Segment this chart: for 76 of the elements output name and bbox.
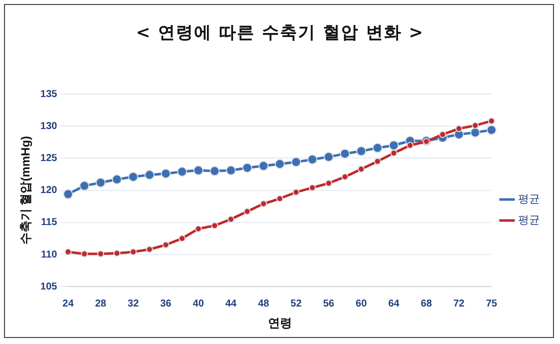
point — [422, 138, 430, 146]
point — [160, 168, 171, 179]
x-axis-title: 연령 — [268, 316, 292, 330]
point — [486, 124, 496, 135]
point — [406, 142, 414, 149]
x-tick-label: 32 — [128, 298, 140, 310]
x-tick-label: 72 — [453, 298, 465, 310]
x-tick-label: 52 — [290, 298, 302, 310]
x-tick-label: 36 — [160, 298, 172, 310]
y-tick-label: 125 — [40, 152, 58, 164]
point — [244, 208, 251, 215]
point — [274, 158, 285, 169]
point — [325, 180, 332, 187]
point — [372, 142, 383, 153]
point — [292, 188, 300, 196]
point — [291, 157, 302, 168]
y-tick-label: 105 — [40, 281, 58, 292]
x-tick-label: 56 — [323, 298, 335, 310]
point — [144, 170, 155, 180]
point — [390, 150, 398, 157]
point — [340, 148, 350, 159]
point — [488, 117, 495, 124]
point — [97, 250, 104, 258]
point — [178, 234, 186, 242]
point — [470, 128, 480, 138]
point — [227, 216, 234, 223]
point — [307, 154, 318, 164]
legend-label: 평균 — [518, 214, 540, 227]
point — [356, 146, 366, 156]
y-tick-label: 115 — [40, 217, 58, 228]
point — [455, 125, 462, 132]
x-tick-label: 75 — [486, 298, 498, 310]
point — [63, 189, 74, 200]
point — [113, 250, 120, 257]
point — [64, 248, 72, 256]
x-tick-label: 64 — [388, 298, 400, 310]
y-axis-title: 수축기 혈압(mmHg) — [18, 136, 33, 245]
chart-title: < 연령에 따른 수축기 혈압 변화 > — [135, 22, 425, 44]
point — [472, 122, 479, 129]
point — [128, 172, 138, 182]
x-tick-label: 40 — [192, 298, 204, 310]
point — [193, 165, 204, 176]
legend-label: 평균 — [518, 194, 540, 206]
point — [276, 195, 284, 202]
point — [260, 200, 268, 208]
point — [112, 174, 122, 184]
point — [374, 158, 382, 165]
point — [439, 130, 446, 138]
point — [80, 250, 88, 258]
point — [258, 160, 269, 171]
point — [210, 166, 220, 176]
point — [324, 152, 334, 162]
x-tick-label: 28 — [95, 298, 107, 310]
point — [211, 222, 218, 230]
x-tick-label: 68 — [420, 298, 432, 310]
point — [130, 248, 137, 256]
x-tick-label: 44 — [225, 298, 237, 310]
x-tick-label: 48 — [258, 298, 270, 310]
y-tick-label: 135 — [40, 88, 58, 100]
point — [242, 162, 252, 173]
point — [146, 246, 154, 253]
point — [177, 166, 188, 177]
y-tick-label: 110 — [40, 249, 58, 260]
y-tick-label: 120 — [40, 185, 58, 196]
point — [388, 140, 399, 150]
point — [226, 165, 236, 176]
point — [162, 241, 170, 248]
point — [341, 173, 348, 180]
y-tick-label: 130 — [40, 120, 58, 132]
point — [96, 178, 106, 188]
x-tick-label: 24 — [62, 298, 74, 310]
point — [194, 225, 202, 232]
point — [358, 166, 365, 173]
x-tick-label: 60 — [356, 298, 368, 310]
point — [308, 184, 316, 192]
point — [79, 180, 90, 191]
